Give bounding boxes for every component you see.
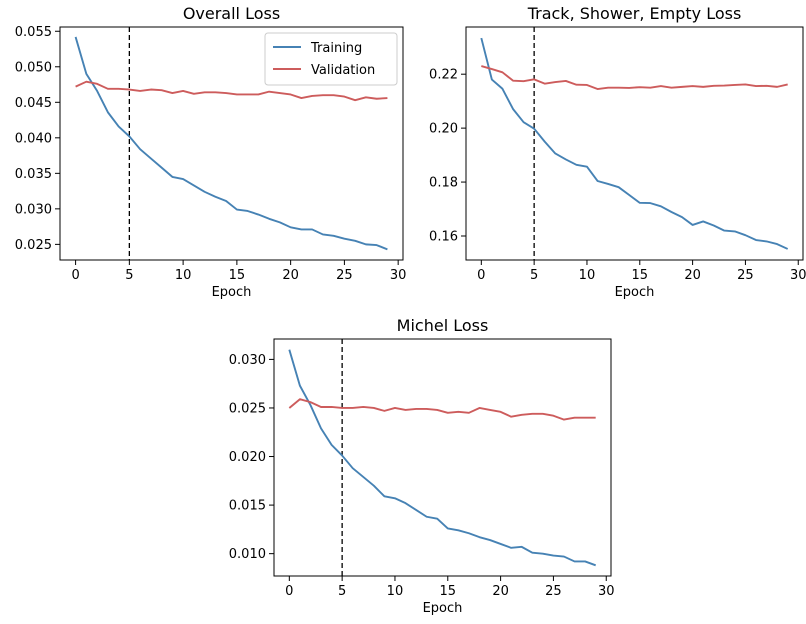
y-tick-label: 0.055 <box>15 25 52 40</box>
x-tick-label: 25 <box>545 584 562 599</box>
x-tick-label: 30 <box>390 268 407 283</box>
y-tick-label: 0.045 <box>15 96 52 111</box>
x-tick-label: 30 <box>790 268 806 283</box>
x-tick-label: 25 <box>336 268 353 283</box>
y-tick-label: 0.015 <box>229 499 266 514</box>
training-series-line <box>288 349 597 567</box>
x-tick-label: 15 <box>229 268 246 283</box>
plot-area <box>465 26 804 261</box>
x-tick-label: 5 <box>125 268 133 283</box>
y-tick-label: 0.16 <box>429 229 458 244</box>
legend: Training Validation <box>264 32 398 86</box>
x-tick-label: 5 <box>530 268 538 283</box>
x-tick-label: 15 <box>440 584 457 599</box>
y-tick-label: 0.030 <box>15 202 52 217</box>
chart-title: Michel Loss <box>397 316 489 335</box>
x-tick-label: 25 <box>737 268 754 283</box>
chart-title: Overall Loss <box>183 4 280 23</box>
x-tick-label: 5 <box>338 584 346 599</box>
x-axis-label: Epoch <box>615 285 655 300</box>
chart-title: Track, Shower, Empty Loss <box>527 4 742 23</box>
validation-series-line <box>75 80 388 102</box>
michel-loss-panel: 0 5 10 15 20 25 30 0.010 0.015 0.020 0.025 0.030 Mic… <box>229 316 615 616</box>
y-tick-label: 0.040 <box>15 131 52 146</box>
training-series-line <box>74 36 388 251</box>
x-tick-label: 0 <box>477 268 485 283</box>
y-tick-label: 0.020 <box>229 450 266 465</box>
x-tick-label: 30 <box>598 584 615 599</box>
x-axis-label: Epoch <box>212 285 252 300</box>
y-tick-label: 0.20 <box>429 122 458 137</box>
x-tick-label: 20 <box>492 584 509 599</box>
validation-series-line <box>481 65 788 90</box>
y-tick-label: 0.025 <box>15 238 52 253</box>
training-series-line <box>480 37 789 250</box>
x-tick-label: 0 <box>285 584 293 599</box>
plot-area <box>273 338 612 577</box>
overall-loss-panel: 0 5 10 15 20 25 30 0.025 0.030 0.035 0.040 0.045 0.0… <box>15 4 407 300</box>
x-tick-label: 20 <box>282 268 299 283</box>
y-tick-label: 0.035 <box>15 167 52 182</box>
x-axis-label: Epoch <box>423 601 463 616</box>
x-tick-label: 20 <box>684 268 701 283</box>
validation-series-line <box>288 398 596 421</box>
x-tick-label: 10 <box>387 584 404 599</box>
legend-label-training: Training <box>310 41 362 56</box>
y-tick-label: 0.050 <box>15 60 52 75</box>
x-tick-label: 10 <box>175 268 192 283</box>
y-tick-label: 0.010 <box>229 547 266 562</box>
y-tick-label: 0.22 <box>429 68 458 83</box>
x-tick-label: 10 <box>579 268 596 283</box>
y-tick-label: 0.030 <box>229 353 266 368</box>
x-tick-label: 0 <box>71 268 79 283</box>
track-shower-empty-loss-panel: 0 5 10 15 20 25 30 0.16 0.18 0.20 0.22 Track, Showe… <box>429 4 806 300</box>
y-tick-label: 0.18 <box>429 176 458 191</box>
legend-label-validation: Validation <box>311 63 375 78</box>
y-tick-label: 0.025 <box>229 401 266 416</box>
x-tick-label: 15 <box>632 268 649 283</box>
